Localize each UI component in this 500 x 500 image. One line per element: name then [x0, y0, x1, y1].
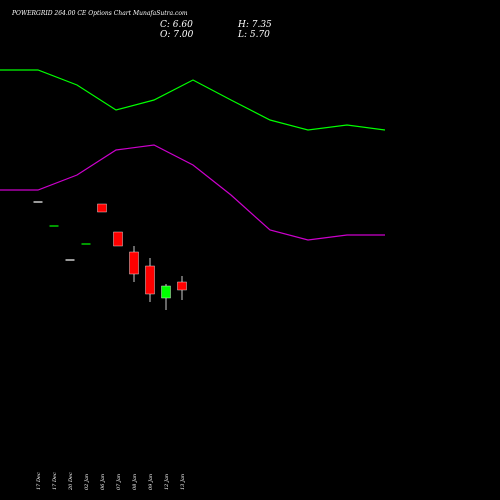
ohlc-low: L: 5.70 [237, 30, 270, 40]
candle-body-6 [113, 231, 123, 247]
x-tick-label-3: 20 Dec [68, 472, 74, 491]
candle-body-8 [145, 265, 155, 295]
candle-body-9 [161, 285, 171, 299]
candle-body-10 [177, 281, 187, 291]
x-tick-label-7: 08 Jan [132, 474, 138, 490]
x-tick-label-5: 06 Jan [100, 474, 106, 490]
x-axis-ticks: 17 Dec 17 Dec 20 Dec 02 Jan 06 Jan 07 Jan 08 J… [36, 472, 186, 491]
candle-body-5 [97, 203, 107, 213]
band-lines [0, 69, 386, 241]
x-tick-label-10: 13 Jan [180, 474, 186, 490]
band-line-1 [0, 69, 386, 131]
x-tick-label-1: 17 Dec [36, 472, 42, 490]
candle-body-7 [129, 251, 139, 275]
candles [33, 201, 187, 310]
band-line-2 [0, 144, 385, 241]
x-tick-label-2: 17 Dec [52, 472, 58, 490]
x-tick-label-9: 12 Jan [164, 474, 170, 490]
x-tick-label-4: 02 Jan [84, 474, 90, 490]
ohlc-close: C: 6.60 [160, 20, 193, 30]
ohlc-high: H: 7.35 [237, 20, 272, 30]
x-tick-label-8: 09 Jan [148, 474, 154, 490]
x-tick-label-6: 07 Jan [116, 474, 122, 490]
ohlc-open: O: 7.00 [160, 30, 194, 40]
chart-title: POWERGRID 264.00 CE Options Chart Munafa… [11, 10, 188, 17]
